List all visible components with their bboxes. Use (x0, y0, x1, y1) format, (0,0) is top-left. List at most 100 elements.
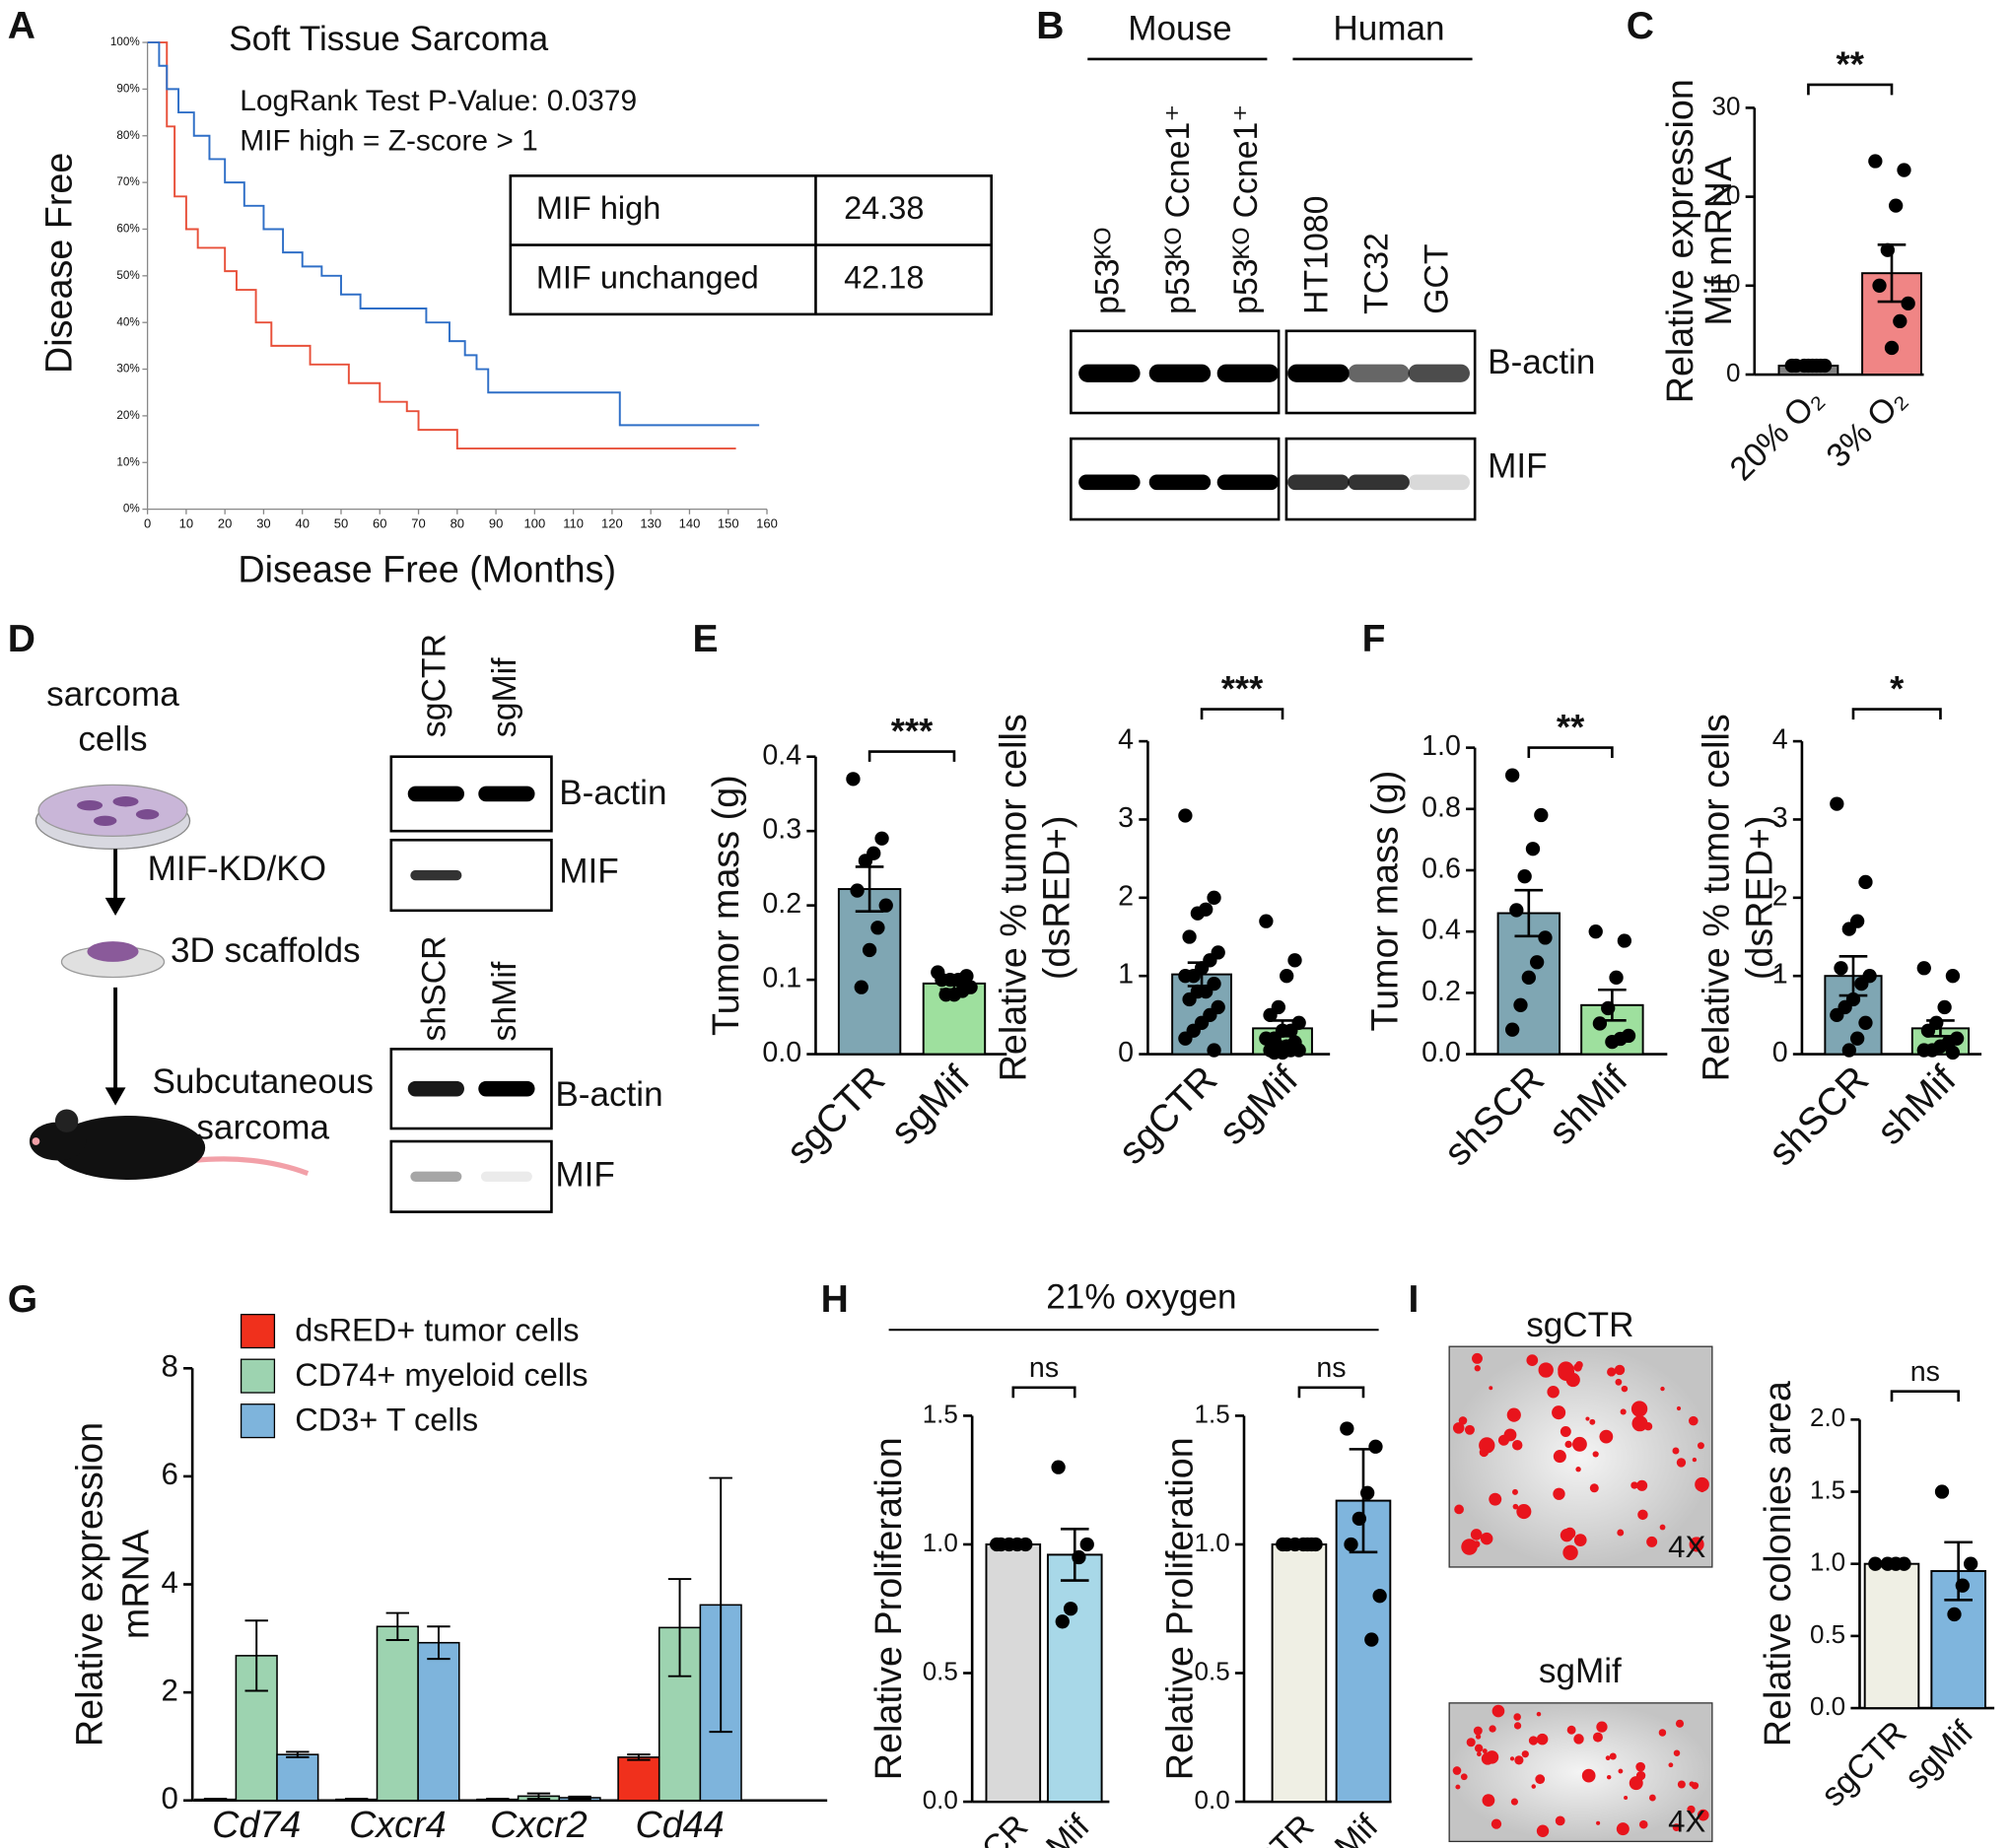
y-tick-label: 0.0 (762, 1037, 801, 1068)
colony (1474, 1365, 1481, 1372)
legend-swatch (240, 1358, 276, 1394)
colony (1592, 1732, 1603, 1743)
data-point (1267, 1045, 1282, 1061)
x-tick-label: 40 (295, 516, 309, 531)
colony (1676, 1458, 1687, 1468)
panel-letter: B (1036, 5, 1064, 47)
colony (1614, 1364, 1626, 1376)
x-tick-label: 80 (451, 516, 464, 531)
colony (1489, 1725, 1496, 1733)
data-point (1592, 1016, 1608, 1031)
band (1148, 364, 1212, 382)
colony (1596, 1820, 1601, 1825)
y-tick-label: 20 (1712, 179, 1741, 209)
data-point (1841, 922, 1856, 936)
colony (1509, 1756, 1515, 1761)
band (481, 870, 532, 880)
significance-bracket (1527, 746, 1614, 759)
significance-bracket (1200, 708, 1284, 719)
data-point (1609, 970, 1624, 985)
significance-label: * (1890, 668, 1905, 709)
y-tick-label: 0.0 (1195, 1785, 1230, 1814)
x-tick-label: 70 (411, 516, 425, 531)
colony (1635, 1761, 1645, 1772)
colony (1620, 1408, 1627, 1415)
data-point (1538, 930, 1553, 945)
arrow-head (104, 897, 126, 917)
lane-label: p53ᴷᴼ Ccne1⁺ (1159, 104, 1197, 314)
data-point (1280, 969, 1294, 984)
legend-label: CD3+ T cells (295, 1403, 478, 1438)
colony (1607, 1367, 1617, 1377)
data-point (994, 1537, 1008, 1552)
y-tick-label: 8 (161, 1349, 177, 1384)
colony (1521, 1750, 1529, 1758)
y-axis-label: (dsRED+) (1036, 816, 1077, 981)
panel-letter: H (821, 1278, 849, 1321)
x-tick-label: 90 (489, 516, 503, 531)
colony (1536, 1824, 1550, 1837)
data-point (1287, 953, 1302, 968)
colony (1697, 1442, 1704, 1450)
y-tick-label: 1.0 (1810, 1547, 1845, 1577)
y-tick-label: 0.5 (1195, 1656, 1230, 1685)
y-tick-label: 2 (1772, 880, 1788, 912)
x-tick-label: sgCTR (1111, 1059, 1225, 1173)
colony (1516, 1504, 1532, 1520)
y-tick-label: 10% (116, 455, 139, 468)
error-bar (526, 1792, 551, 1801)
y-tick-label: 1.0 (923, 1528, 958, 1557)
data-point (850, 883, 865, 898)
data-point (1880, 242, 1895, 257)
band (1408, 364, 1470, 382)
lane-label: shSCR (415, 935, 452, 1041)
colony (1596, 1721, 1608, 1733)
data-point (1849, 1031, 1865, 1046)
x-tick-label: Cxcr2 (490, 1804, 588, 1845)
colony (1503, 1428, 1517, 1442)
significance-label: *** (891, 711, 934, 751)
y-tick-label: 30 (1712, 91, 1741, 120)
survival-line (147, 41, 736, 450)
step-label: sarcoma (196, 1109, 329, 1147)
data-point (870, 921, 885, 935)
colony (1491, 1818, 1502, 1829)
data-point (1901, 296, 1915, 311)
y-tick-label: 60% (116, 223, 139, 236)
colony (1491, 1704, 1505, 1718)
colony (1511, 1440, 1523, 1451)
y-tick-label: 1.0 (1195, 1528, 1230, 1557)
y-tick-label: 0.2 (1422, 976, 1461, 1007)
colony (1514, 1755, 1524, 1765)
band (478, 1080, 535, 1097)
y-tick-label: 100% (110, 35, 140, 48)
colony (1631, 1415, 1648, 1432)
data-point (1868, 154, 1883, 169)
colony (1589, 1418, 1596, 1425)
data-point (1352, 1511, 1366, 1527)
colony (1560, 1426, 1571, 1437)
data-point (1509, 903, 1524, 918)
colony (1473, 1540, 1481, 1548)
colony (1624, 1795, 1629, 1801)
scaffold-icon (60, 941, 166, 979)
y-tick-label: 30% (116, 363, 139, 376)
colony (1630, 1481, 1638, 1489)
colony (1513, 1722, 1522, 1730)
colony (1676, 1405, 1682, 1411)
colony (1616, 1822, 1630, 1836)
annotation: MIF high = Z-score > 1 (240, 124, 538, 157)
lane-label: shMif (486, 961, 523, 1041)
colony (1555, 1815, 1565, 1826)
colony (1560, 1529, 1574, 1542)
band (1078, 364, 1141, 382)
y-axis-label: Mif mRNA (1698, 156, 1739, 326)
data-point (1259, 1031, 1274, 1046)
y-tick-label: 1 (1118, 959, 1134, 991)
y-tick-label: 20% (116, 409, 139, 422)
step-label: 3D scaffolds (171, 931, 361, 970)
panel-letter: G (8, 1278, 37, 1321)
colony (1489, 1492, 1502, 1506)
median-value: 42.18 (844, 259, 924, 295)
